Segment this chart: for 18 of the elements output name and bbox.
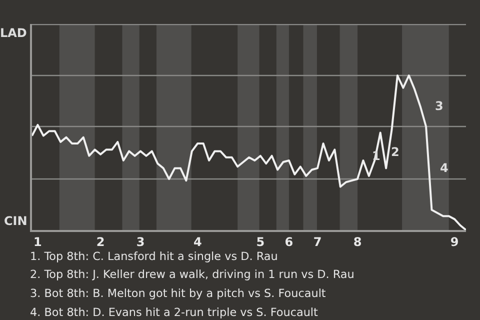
annotation: 3 bbox=[435, 99, 444, 113]
x-tick-label: 2 bbox=[96, 235, 105, 250]
x-tick-label: 7 bbox=[313, 235, 322, 250]
x-tick-label: 1 bbox=[34, 235, 42, 250]
annotation: 4 bbox=[440, 161, 448, 175]
x-tick-label: 9 bbox=[450, 235, 459, 250]
annotation: 2 bbox=[391, 145, 400, 159]
text: 1. Top 8th: C. Lansford hit a single vs D. Rau bbox=[30, 250, 278, 263]
x-tick-label: 4 bbox=[193, 235, 202, 250]
x-tick-label: 6 bbox=[284, 235, 294, 250]
text: 2. Top 8th: J. Keller drew a walk, driving in 1 run vs D. Rau bbox=[30, 268, 354, 281]
text: CIN bbox=[4, 214, 28, 228]
text: LAD bbox=[0, 26, 27, 40]
x-tick-label: 8 bbox=[353, 235, 362, 250]
x-tick-label: 5 bbox=[256, 235, 265, 250]
x-tick-label: 3 bbox=[136, 235, 145, 250]
text: 4. Bot 8th: D. Evans hit a 2-run triple vs S. Foucault bbox=[30, 306, 319, 319]
text: 3. Bot 8th: B. Melton got hit by a pitch vs S. Foucault bbox=[30, 287, 326, 300]
